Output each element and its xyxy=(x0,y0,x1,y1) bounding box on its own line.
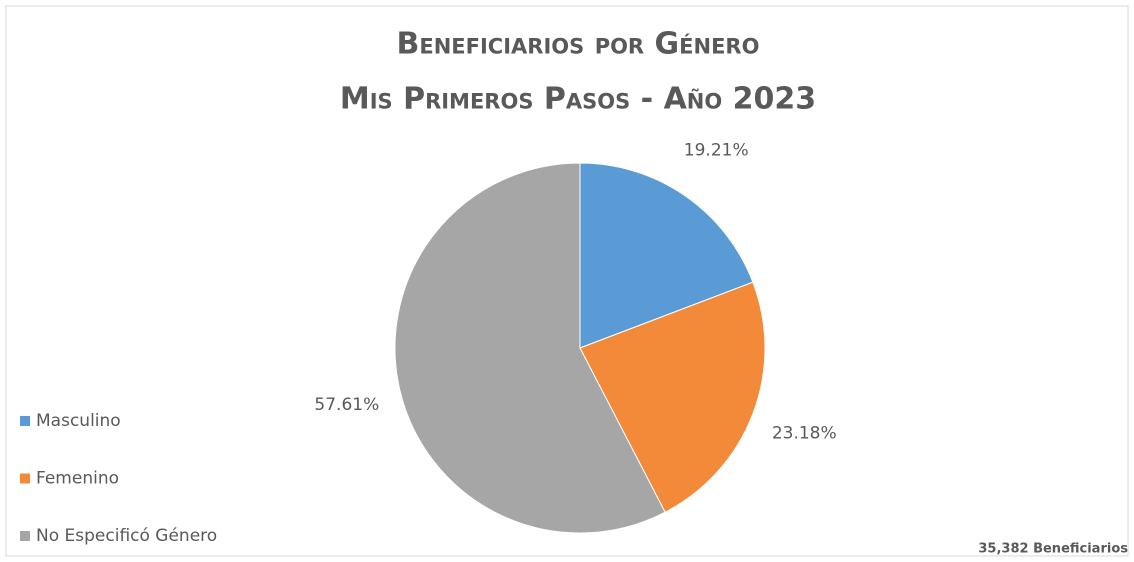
legend-label: Femenino xyxy=(36,469,119,489)
pie-slice xyxy=(579,281,766,513)
chart-subtitle: Mis Primeros Pasos - Año 2023 xyxy=(340,82,816,117)
pie-slice xyxy=(394,162,666,534)
legend-label: No Especificó Género xyxy=(36,526,217,546)
legend-marker xyxy=(20,473,30,484)
annotation: 35,382 Beneficiarios xyxy=(978,542,1128,557)
legend-marker xyxy=(20,416,30,426)
value-label: 57.61% xyxy=(314,395,379,415)
legend-marker xyxy=(20,531,30,541)
legend-label: Masculino xyxy=(36,411,121,431)
chart-title: Beneficiarios por Género xyxy=(397,27,760,62)
value-label: 23.18% xyxy=(772,424,837,444)
value-label: 19.21% xyxy=(684,140,749,160)
pie-slice xyxy=(579,162,754,349)
